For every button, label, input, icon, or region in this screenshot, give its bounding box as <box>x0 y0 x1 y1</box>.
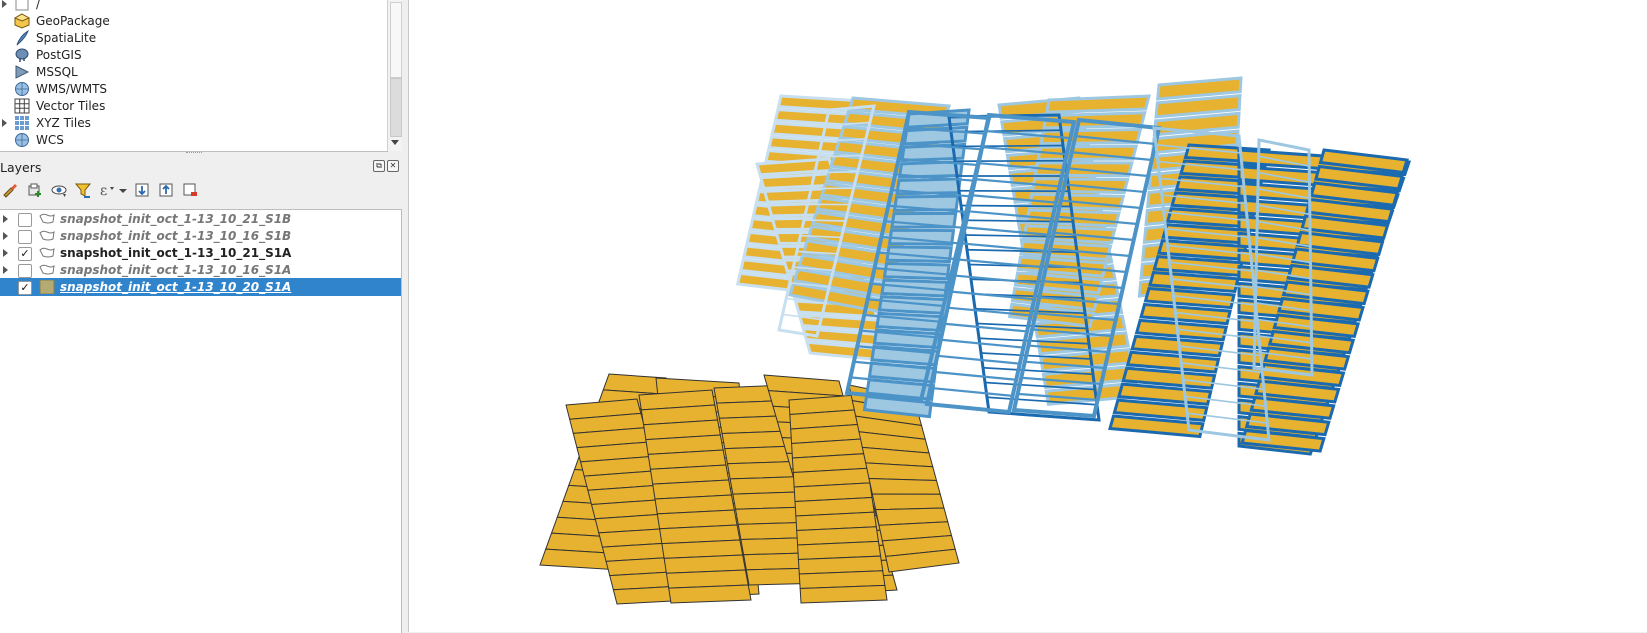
layer-visibility-checkbox[interactable]: ✓ <box>18 247 32 261</box>
swath-outline-line <box>934 372 1016 380</box>
layer-name[interactable]: snapshot_init_oct_1-13_10_21_S1B <box>60 210 291 228</box>
polygon-layer-icon <box>38 246 56 260</box>
layer-visibility-checkbox[interactable]: ✓ <box>18 281 32 295</box>
spatialite-icon <box>14 30 30 46</box>
scrollbar-thumb[interactable] <box>390 78 402 137</box>
layer-visibility-checkbox[interactable] <box>18 264 32 278</box>
map-canvas[interactable] <box>408 0 1647 632</box>
layers-toolbar: ε <box>0 178 400 202</box>
panel-splitter[interactable] <box>186 152 202 156</box>
swath-polygon <box>669 585 751 603</box>
browser-item-label: SpatiaLite <box>36 29 96 47</box>
close-panel-icon[interactable]: ✕ <box>387 160 399 172</box>
expand-all-icon[interactable] <box>134 182 150 198</box>
browser-item-label: WMS/WMTS <box>36 80 107 98</box>
polygon-layer-icon <box>38 212 56 226</box>
swath-outline-line <box>804 220 846 221</box>
filter-legend-icon[interactable] <box>75 182 91 198</box>
expand-arrow-icon[interactable] <box>3 266 8 274</box>
expand-arrow-icon[interactable] <box>3 249 8 257</box>
swath-outline-line <box>959 191 1069 192</box>
layers-tree[interactable]: snapshot_init_oct_1-13_10_21_S1B snapsho… <box>0 209 402 633</box>
layer-row[interactable]: snapshot_init_oct_1-13_10_21_S1B <box>0 210 401 228</box>
filter-expression-icon[interactable]: ε <box>99 182 115 198</box>
layer-visibility-checkbox[interactable] <box>18 213 32 227</box>
swath-outline-line <box>953 146 1063 147</box>
browser-item-label: PostGIS <box>36 46 82 64</box>
geopackage-icon <box>14 13 30 29</box>
globe-icon <box>14 132 30 148</box>
map-features <box>409 0 1647 632</box>
dropdown-arrow-icon[interactable] <box>118 182 128 198</box>
add-group-icon[interactable] <box>26 182 42 198</box>
polygon-layer-icon <box>38 229 56 243</box>
swath-polygon <box>869 479 940 495</box>
swath-polygon <box>1047 96 1149 112</box>
layer-row[interactable]: snapshot_init_oct_1-13_10_16_S1B <box>0 227 401 245</box>
scroll-down-icon[interactable] <box>391 140 399 145</box>
browser-item-label: MSSQL <box>36 63 78 81</box>
layer-visibility-checkbox[interactable] <box>18 230 32 244</box>
manage-visibility-icon[interactable] <box>51 182 67 198</box>
swath-outline-line <box>930 388 1012 396</box>
scrollbar-track[interactable] <box>390 2 402 78</box>
swath-outline-line <box>955 161 1065 162</box>
swath-outline-line <box>937 356 1020 364</box>
browser-scrollbar[interactable] <box>387 0 402 151</box>
layer-name[interactable]: snapshot_init_oct_1-13_10_16_S1B <box>60 227 291 245</box>
svg-text:ε: ε <box>100 183 107 198</box>
expand-arrow-icon[interactable] <box>3 215 8 223</box>
layers-panel-title: Layers <box>0 160 41 175</box>
browser-item-label: GeoPackage <box>36 12 110 30</box>
layer-row-selected[interactable]: ✓ snapshot_init_oct_1-13_10_20_S1A <box>0 278 401 296</box>
fill-symbol-icon <box>38 280 56 294</box>
remove-layer-icon[interactable] <box>182 182 198 198</box>
grid-icon <box>14 98 30 114</box>
expand-arrow-icon[interactable] <box>3 232 8 240</box>
open-layer-styling-icon[interactable] <box>2 182 18 198</box>
swath-outline-line <box>941 340 1024 348</box>
collapse-all-icon[interactable] <box>158 182 174 198</box>
expand-arrow-icon[interactable] <box>2 0 7 8</box>
tiles-icon <box>14 115 30 131</box>
layer-name[interactable]: snapshot_init_oct_1-13_10_21_S1A <box>60 244 291 262</box>
mssql-icon <box>14 64 30 80</box>
layer-name[interactable]: snapshot_init_oct_1-13_10_16_S1A <box>60 261 291 279</box>
left-dock: / GeoPackage SpatiaLite PostGIS MSSQL WM… <box>0 0 402 632</box>
folder-icon <box>14 0 30 12</box>
globe-icon <box>14 81 30 97</box>
browser-item-label: XYZ Tiles <box>36 114 91 132</box>
float-panel-icon[interactable]: ⧉ <box>373 160 385 172</box>
layer-row[interactable]: ✓ snapshot_init_oct_1-13_10_21_S1A <box>0 244 401 262</box>
browser-item-label: Vector Tiles <box>36 97 105 115</box>
browser-item-label: WCS <box>36 131 64 149</box>
browser-panel: / GeoPackage SpatiaLite PostGIS MSSQL WM… <box>0 0 388 152</box>
polygon-layer-icon <box>38 263 56 277</box>
postgis-icon <box>14 47 30 63</box>
swath-polygon <box>872 494 944 510</box>
layer-name[interactable]: snapshot_init_oct_1-13_10_20_S1A <box>60 278 291 296</box>
expand-arrow-icon[interactable] <box>2 119 7 127</box>
swath-polygon <box>800 585 887 603</box>
swath-outline-line <box>815 172 858 173</box>
layer-row[interactable]: snapshot_init_oct_1-13_10_16_S1A <box>0 261 401 279</box>
